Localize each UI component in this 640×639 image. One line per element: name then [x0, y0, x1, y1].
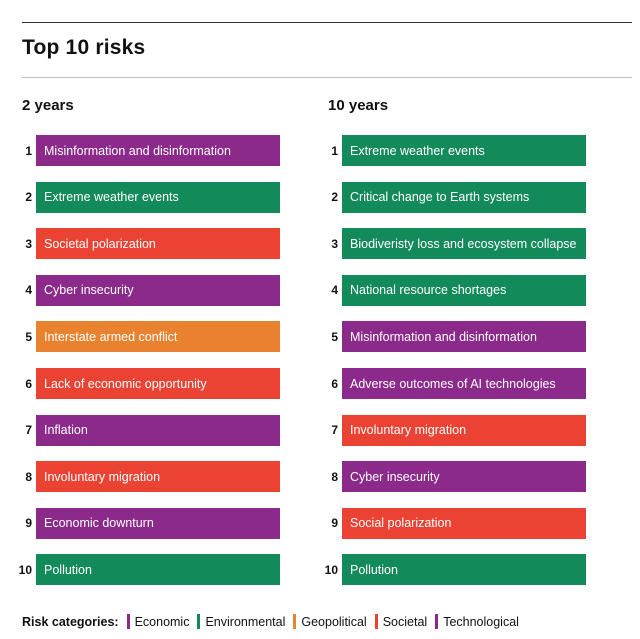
risk-bar: National resource shortages: [342, 274, 586, 306]
risk-bar: Misinformation and disinformation: [342, 321, 586, 353]
risk-row: 7 Inflation: [18, 414, 280, 446]
risk-row: 1 Misinformation and disinformation: [18, 135, 280, 166]
risk-row: 2 Extreme weather events: [18, 181, 280, 213]
risk-row: 3 Societal polarization: [18, 228, 280, 260]
risk-bar: Social polarization: [342, 507, 586, 539]
risk-row: 5 Interstate armed conflict: [18, 321, 280, 353]
legend-label: Environmental: [205, 614, 286, 629]
risk-rank: 3: [331, 236, 338, 251]
chart-title: Top 10 risks: [22, 36, 146, 59]
risk-rank: 5: [25, 329, 32, 344]
risk-rank: 10: [324, 562, 338, 577]
risk-bar: Extreme weather events: [342, 135, 586, 166]
legend-swatch: [374, 614, 378, 629]
risk-bar: Misinformation and disinformation: [36, 135, 280, 166]
risk-row: 9 Social polarization: [324, 507, 586, 539]
risk-rank: 10: [18, 562, 32, 577]
risk-bar: Biodiveristy loss and ecosystem collapse: [342, 228, 586, 260]
legend-label: Technological: [443, 614, 519, 629]
risk-bar: Involuntary migration: [36, 461, 280, 493]
legend-title: Risk categories:: [22, 614, 119, 629]
risk-row: 3 Biodiveristy loss and ecosystem collaps…: [324, 228, 586, 260]
legend-label: Economic: [134, 614, 190, 629]
legend-swatch: [126, 614, 130, 629]
risk-rank: 8: [25, 469, 32, 484]
risk-rank: 4: [25, 283, 32, 298]
top-divider: [22, 22, 632, 23]
risk-rank: 7: [331, 423, 338, 438]
risk-row: 6 Lack of economic opportunity: [18, 368, 280, 399]
risk-rank: 9: [25, 516, 32, 531]
risk-bar: Interstate armed conflict: [36, 321, 280, 353]
risk-row: 1 Extreme weather events: [324, 135, 586, 166]
risk-bar: Involuntary migration: [342, 414, 586, 446]
risk-bar: Cyber insecurity: [36, 274, 280, 306]
risk-row: 5 Misinformation and disinformation: [324, 321, 586, 353]
legend: Risk categories: Economic Environmental Ge…: [22, 614, 527, 629]
risk-row: 8 Cyber insecurity: [324, 461, 586, 493]
risk-rank: 1: [25, 143, 32, 158]
risk-row: 8 Involuntary migration: [18, 461, 280, 493]
column-heading-2-years: 2 years: [22, 97, 74, 114]
legend-swatch: [435, 614, 439, 629]
risk-bar: Societal polarization: [36, 228, 280, 260]
legend-item: Societal: [374, 614, 428, 629]
risk-rank: 5: [331, 329, 338, 344]
risk-row: 10 Pollution: [324, 554, 586, 586]
column-heading-10-years: 10 years: [328, 97, 389, 114]
risk-rank: 9: [331, 516, 338, 531]
risk-rank: 2: [331, 190, 338, 205]
risk-bar: Cyber insecurity: [342, 461, 586, 493]
legend-item: Technological: [435, 614, 519, 629]
risk-rank: 1: [331, 143, 338, 158]
risk-row: 9 Economic downturn: [18, 507, 280, 539]
legend-item: Economic: [126, 614, 190, 629]
legend-item: Geopolitical: [293, 614, 367, 629]
legend-swatch: [293, 614, 297, 629]
risk-row: 4 Cyber insecurity: [18, 274, 280, 306]
legend-label: Geopolitical: [301, 614, 367, 629]
risk-bar: Adverse outcomes of AI technologies: [342, 368, 586, 399]
risk-bar: Pollution: [36, 554, 280, 586]
risk-row: 7 Involuntary migration: [324, 414, 586, 446]
risk-bar: Critical change to Earth systems: [342, 181, 586, 213]
risk-row: 6 Adverse outcomes of AI technologies: [324, 368, 586, 399]
risk-row: 10 Pollution: [18, 554, 280, 586]
risk-bar: Extreme weather events: [36, 181, 280, 213]
risk-row: 2 Critical change to Earth systems: [324, 181, 586, 213]
title-divider: [22, 77, 632, 78]
risk-bar: Economic downturn: [36, 507, 280, 539]
risk-row: 4 National resource shortages: [324, 274, 586, 306]
risk-rank: 7: [25, 423, 32, 438]
risk-rank: 8: [331, 469, 338, 484]
legend-swatch: [197, 614, 201, 629]
risk-rank: 6: [331, 376, 338, 391]
risk-bar: Lack of economic opportunity: [36, 368, 280, 399]
risk-rank: 6: [25, 376, 32, 391]
legend-label: Societal: [382, 614, 428, 629]
risk-rank: 3: [25, 236, 32, 251]
risk-bar: Pollution: [342, 554, 586, 586]
risk-bar: Inflation: [36, 414, 280, 446]
risk-rank: 4: [331, 283, 338, 298]
legend-item: Environmental: [197, 614, 285, 629]
risk-rank: 2: [25, 190, 32, 205]
